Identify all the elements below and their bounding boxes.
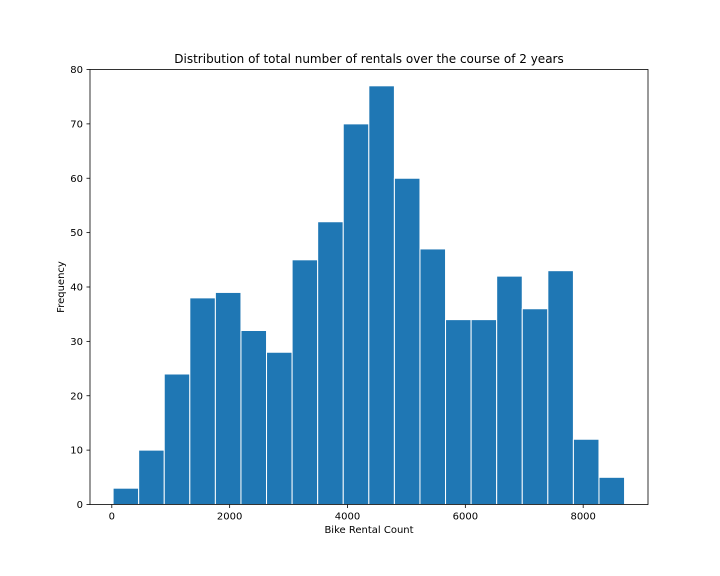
histogram-bar xyxy=(445,319,472,505)
histogram-bar xyxy=(368,85,395,505)
y-tick-label: 20 xyxy=(70,391,83,402)
histogram-bar xyxy=(496,275,523,505)
y-tick-label: 50 xyxy=(70,228,83,239)
x-tick-label: 0 xyxy=(109,512,115,523)
histogram-bar xyxy=(521,308,549,505)
histogram-bar xyxy=(317,221,344,505)
x-tick-label: 2000 xyxy=(217,512,242,523)
histogram-bar xyxy=(138,449,165,505)
y-tick-label: 60 xyxy=(70,174,83,185)
histogram-bars xyxy=(112,85,626,505)
x-tick-label: 8000 xyxy=(570,512,595,523)
histogram-bar xyxy=(419,248,447,505)
histogram-bar xyxy=(266,351,293,505)
y-axis-label: Frequency xyxy=(56,261,67,313)
x-tick-label: 4000 xyxy=(335,512,360,523)
histogram-bar xyxy=(163,373,191,505)
histogram-bar xyxy=(598,476,626,505)
y-tick-label: 10 xyxy=(70,446,83,457)
y-tick-label: 30 xyxy=(70,337,83,348)
histogram-bar xyxy=(189,297,216,505)
histogram-bar xyxy=(470,319,498,505)
histogram-bar xyxy=(572,438,600,505)
y-tick-label: 70 xyxy=(70,119,83,130)
plot-frame xyxy=(89,69,649,505)
histogram-bar xyxy=(214,291,242,505)
y-tick-label: 40 xyxy=(70,283,83,294)
y-tick-label: 80 xyxy=(70,65,83,76)
x-tick-label: 6000 xyxy=(453,512,478,523)
chart-title: Distribution of total number of rentals … xyxy=(174,52,563,66)
histogram-bar xyxy=(291,259,319,505)
x-axis-ticks: 0 2000 4000 6000 8000 xyxy=(109,504,596,523)
y-axis-ticks: 0 10 20 30 40 50 60 70 80 xyxy=(70,65,90,511)
histogram-bar xyxy=(342,123,370,505)
histogram-bar xyxy=(112,487,140,505)
y-tick-label: 0 xyxy=(77,500,83,511)
histogram-bar xyxy=(393,177,421,505)
histogram-bar xyxy=(240,330,268,505)
histogram-bar xyxy=(547,270,574,505)
x-axis-label: Bike Rental Count xyxy=(324,525,413,536)
